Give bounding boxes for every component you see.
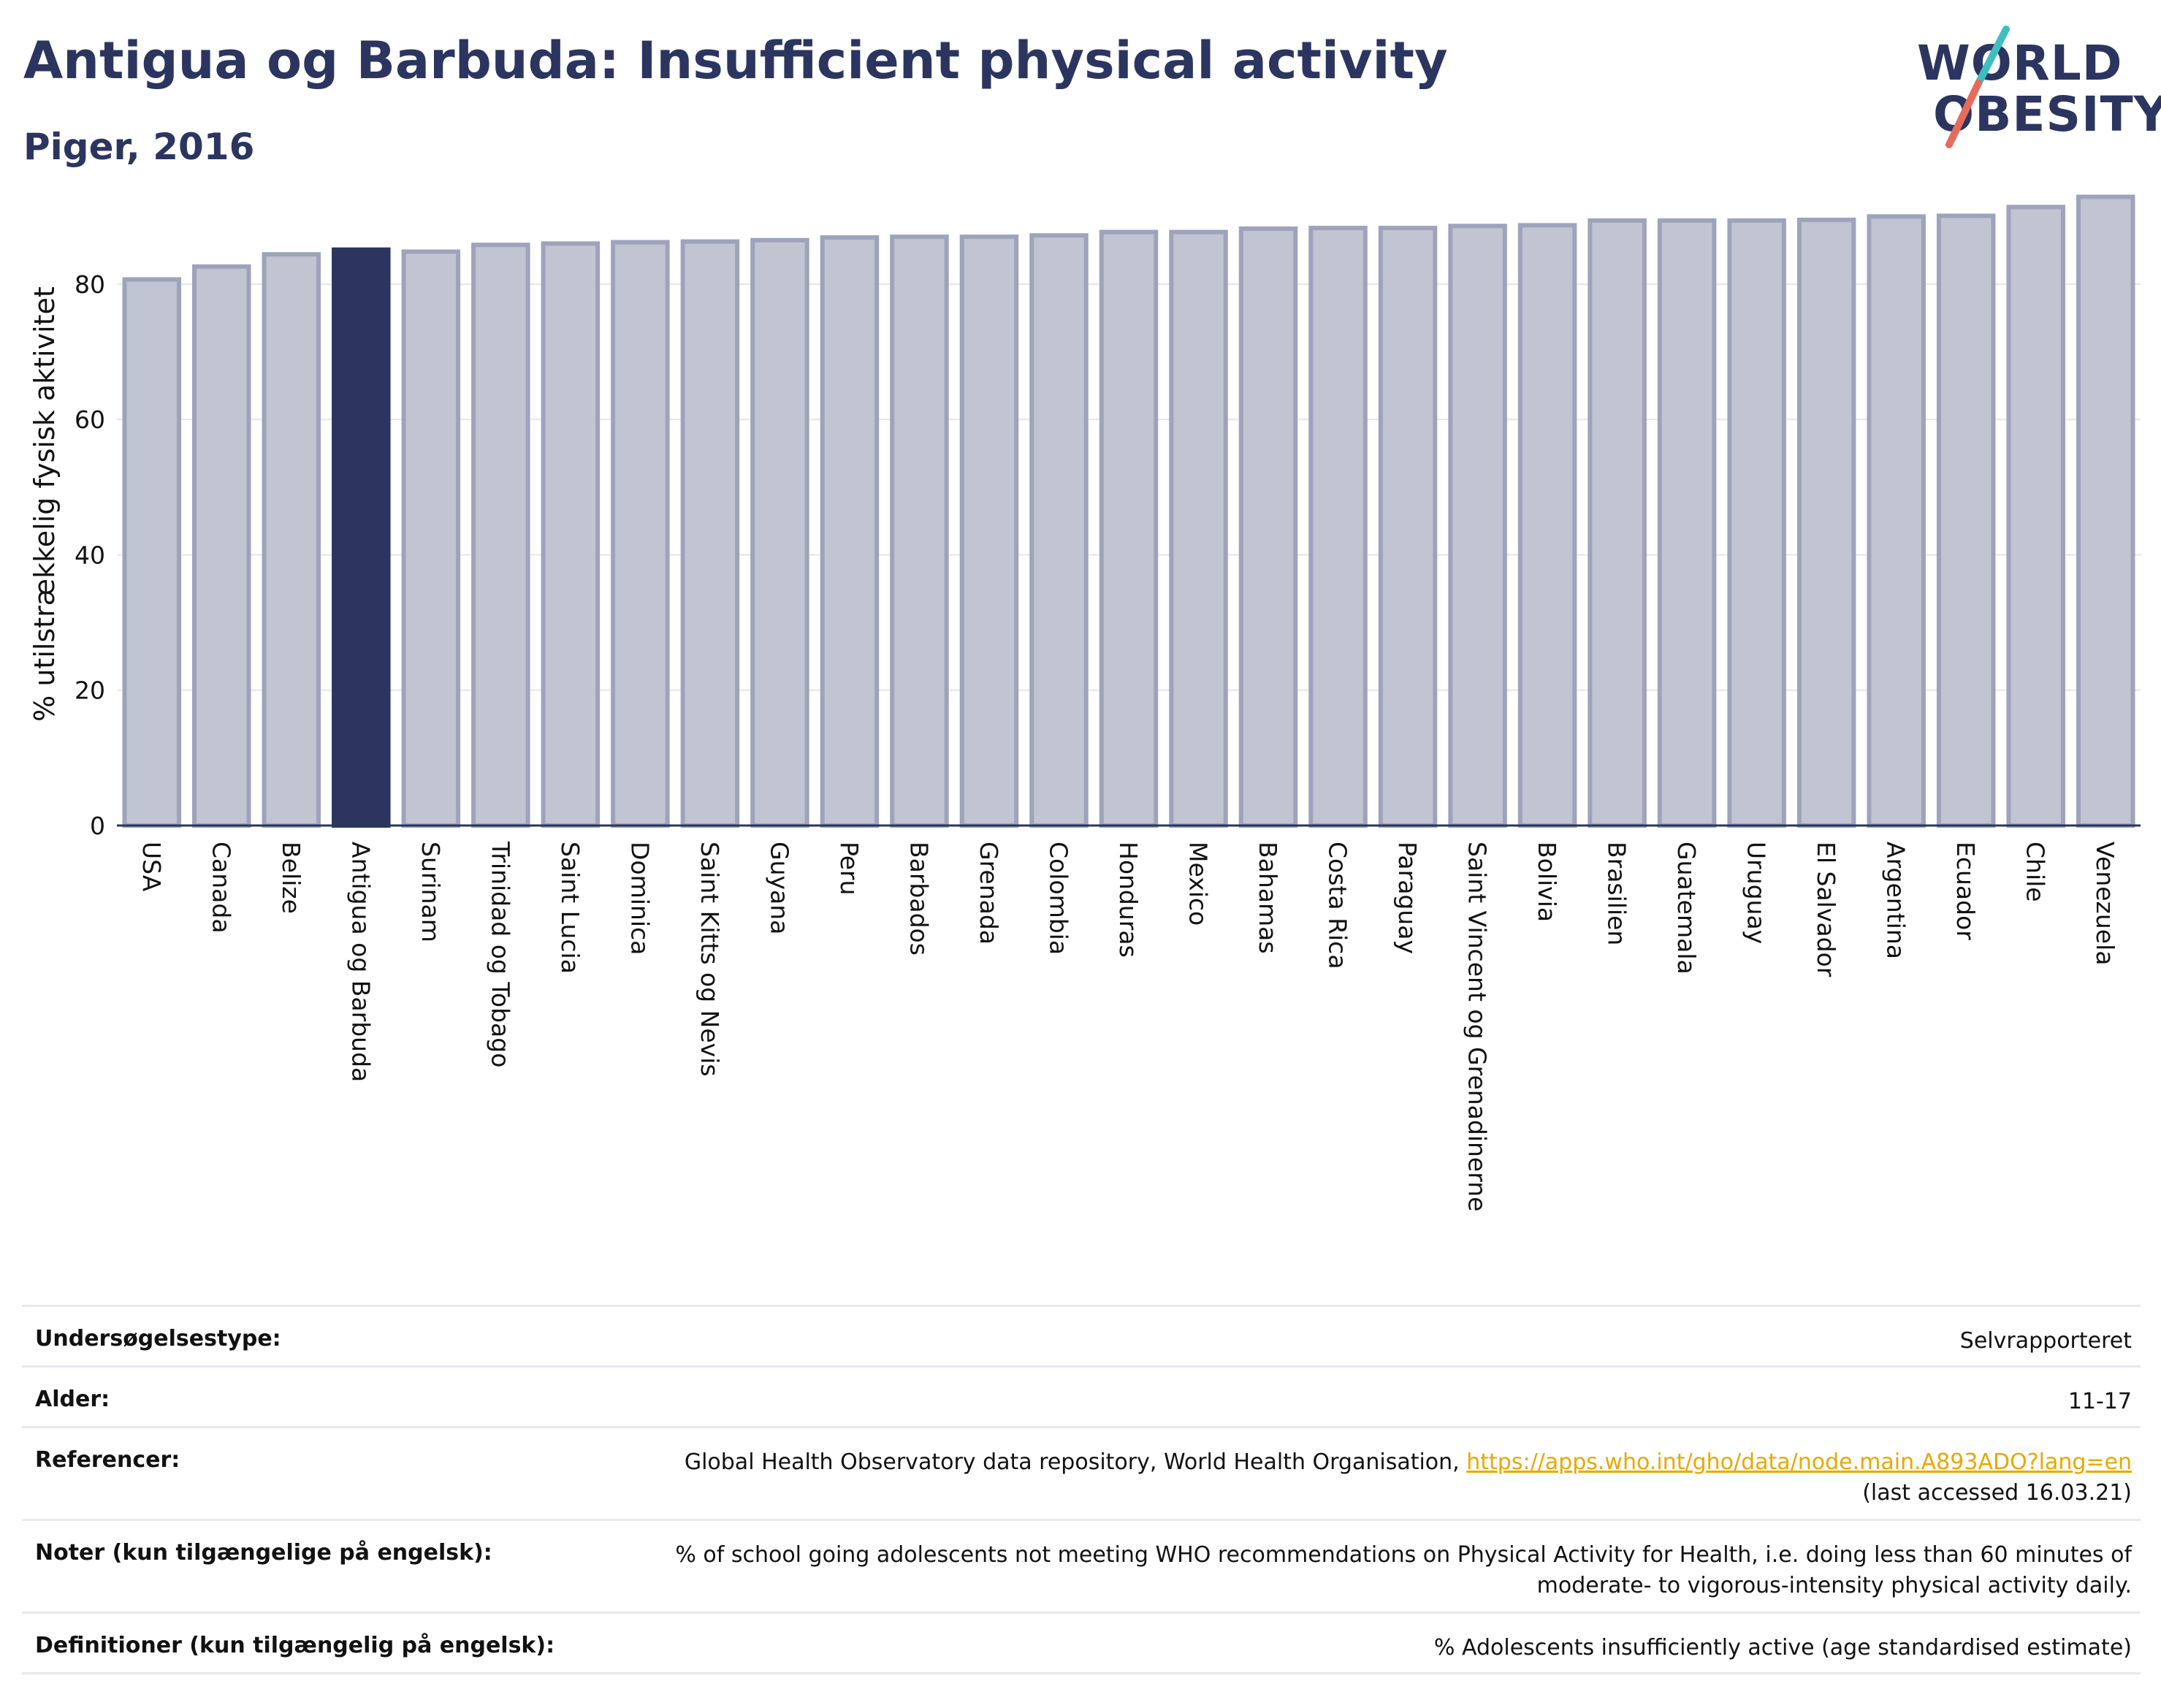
bar-saint-lucia <box>541 241 601 828</box>
references-text: Global Health Observatory data repositor… <box>684 1449 1460 1475</box>
y-tick-label: 60 <box>75 405 105 434</box>
bar-venezuela <box>2076 194 2135 828</box>
y-tick-label: 80 <box>75 270 105 299</box>
bar-ecuador <box>1936 213 1996 828</box>
table-row: Definitioner (kun tilgængelig på engelsk… <box>22 1612 2141 1674</box>
x-tick-label: Guatemala <box>1672 842 1701 975</box>
bar-belize <box>262 252 321 828</box>
bar-uruguay <box>1727 218 1786 828</box>
definitions-value: % Adolescents insufficiently active (age… <box>1433 1635 2132 1661</box>
survey-type-label: Undersøgelsestype: <box>35 1326 281 1351</box>
x-tick-label: Barbados <box>904 842 933 956</box>
bar-bolivia <box>1517 223 1577 828</box>
x-tick-label: USA <box>137 842 166 892</box>
logo-slash-icon <box>1945 26 2010 148</box>
x-tick-label: Belize <box>277 842 305 914</box>
x-tick-label: Bahamas <box>1254 842 1282 954</box>
bar-argentina <box>1867 214 1926 828</box>
bar-colombia <box>1029 233 1089 828</box>
x-tick-label: Ecuador <box>1951 842 1980 940</box>
age-value: 11-17 <box>2067 1389 2132 1414</box>
x-tick-label: Dominica <box>625 842 654 955</box>
bar-brasilien <box>1588 218 1647 828</box>
bar-guatemala <box>1657 218 1717 828</box>
bar-dominica <box>611 240 670 828</box>
bar-barbados <box>890 235 949 828</box>
bar-trinidad-og-tobago <box>471 243 530 828</box>
bar-honduras <box>1099 229 1159 828</box>
y-tick-label: 40 <box>75 541 105 569</box>
bar-peru <box>820 235 880 828</box>
table-row: Referencer: Global Health Observatory da… <box>22 1426 2141 1519</box>
x-tick-label: Chile <box>2021 842 2050 902</box>
table-row: Noter (kun tilgængelige på engelsk): % o… <box>22 1519 2141 1612</box>
references-accessed: (last accessed 16.03.21) <box>1862 1480 2132 1506</box>
table-row: Alder: 11-17 <box>22 1365 2141 1426</box>
x-tick-label: Mexico <box>1184 842 1213 926</box>
bar-chart: 0 20 40 60 80 % utilstrækkelig fysisk aktivit… <box>28 194 2141 1211</box>
bar-saint-vincent-og-grenadinerne <box>1448 224 1507 828</box>
bar-guyana <box>750 237 809 828</box>
notes-value: % of school going adolescents not meetin… <box>675 1542 2132 1598</box>
x-tick-label: Brasilien <box>1603 842 1631 945</box>
x-tick-label: Uruguay <box>1742 842 1771 944</box>
bar-grenada <box>959 235 1019 828</box>
x-tick-label: Antigua og Barbuda <box>346 842 375 1082</box>
bar-chile <box>2006 205 2065 828</box>
x-tick-label: El Salvador <box>1812 842 1840 977</box>
references-value: Global Health Observatory data repositor… <box>612 1447 2132 1509</box>
references-label: Referencer: <box>35 1447 180 1473</box>
bar-antigua-og-barbuda <box>332 247 391 828</box>
x-tick-label: Trinidad og Tobago <box>486 841 514 1067</box>
x-tick-label: Costa Rica <box>1324 842 1352 969</box>
bar-surinam <box>401 249 461 828</box>
x-tick-label: Paraguay <box>1393 842 1422 954</box>
table-row: Undersøgelsestype: Selvrapporteret <box>22 1305 2141 1365</box>
y-axis-title: % utilstrækkelig fysisk aktivitet <box>28 286 61 722</box>
bar-saint-kitts-og-nevis <box>680 239 740 828</box>
survey-type-value: Selvrapporteret <box>1959 1328 2132 1354</box>
x-tick-label: Grenada <box>975 842 1003 945</box>
x-tick-label: Saint Kitts og Nevis <box>695 842 724 1077</box>
y-tick-label: 20 <box>75 676 105 705</box>
x-tick-label: Honduras <box>1114 842 1143 958</box>
logo-line-1: WORLD <box>1917 35 2123 91</box>
x-tick-label: Argentina <box>1882 842 1910 959</box>
references-link[interactable]: https://apps.who.int/gho/data/node.main.… <box>1466 1449 2132 1475</box>
x-tick-label: Venezuela <box>2091 842 2119 965</box>
y-tick-label: 0 <box>90 812 105 840</box>
age-label: Alder: <box>35 1387 110 1412</box>
x-tick-label: Saint Lucia <box>556 842 584 974</box>
page-title: Antigua og Barbuda: Insufficient physica… <box>23 31 1448 91</box>
definitions-label: Definitioner (kun tilgængelig på engelsk… <box>35 1633 555 1658</box>
x-tick-label: Surinam <box>416 842 445 942</box>
x-tick-label: Guyana <box>765 842 793 934</box>
x-tick-label: Colombia <box>1044 842 1072 955</box>
notes-label: Noter (kun tilgængelige på engelsk): <box>35 1540 492 1566</box>
bar-canada <box>192 264 251 828</box>
bar-usa <box>122 277 182 828</box>
bar-costa-rica <box>1308 226 1368 828</box>
page-subtitle: Piger, 2016 <box>23 126 255 168</box>
x-tick-label: Peru <box>835 842 864 896</box>
world-obesity-logo: WORLD OBESITY <box>1899 20 2161 152</box>
bar-mexico <box>1169 229 1228 828</box>
bar-bahamas <box>1238 226 1298 828</box>
x-tick-label: Bolivia <box>1533 842 1561 922</box>
x-tick-label: Canada <box>207 842 235 934</box>
info-table: Undersøgelsestype: Selvrapporteret Alder… <box>22 1305 2141 1674</box>
x-tick-label: Saint Vincent og Grenadinerne <box>1463 842 1492 1211</box>
bar-el-salvador <box>1796 217 1856 828</box>
bar-paraguay <box>1378 226 1438 828</box>
